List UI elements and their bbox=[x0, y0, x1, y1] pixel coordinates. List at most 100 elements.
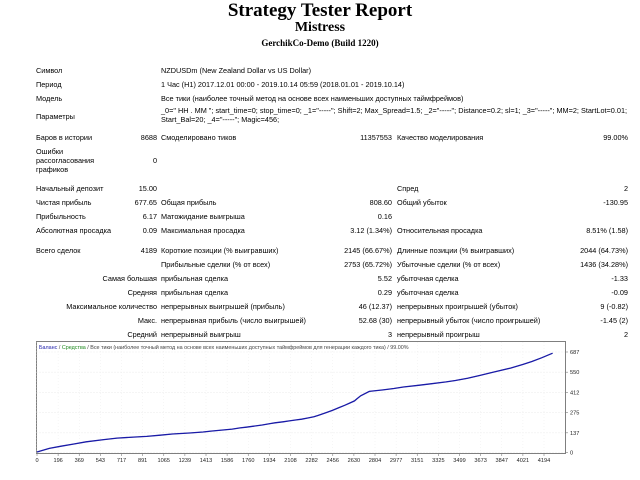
spread-value: 2 bbox=[623, 184, 628, 193]
x-tick-label: 2630 bbox=[348, 458, 360, 464]
rel-dd-value: 8.51% (1.58) bbox=[586, 226, 628, 235]
x-tick-label: 1065 bbox=[158, 458, 170, 464]
ticks-label: Смоделировано тиков bbox=[161, 133, 237, 142]
loss-trades-label: Убыточные сделки (% от всех) bbox=[397, 260, 501, 269]
gross-loss-value: -130.95 bbox=[603, 198, 628, 207]
gross-profit-label: Общая прибыль bbox=[161, 198, 217, 207]
x-tick-label: 891 bbox=[138, 458, 147, 464]
balance-line bbox=[36, 352, 553, 453]
maxi-label: Макс. bbox=[137, 316, 157, 325]
x-tick-label: 2108 bbox=[284, 458, 296, 464]
balance-chart-svg: Баланс / Средства / Все тики (наиболее т… bbox=[35, 341, 579, 464]
bars-label: Баров в истории bbox=[36, 133, 93, 142]
svg-text:Баланс / Средства / Все тики (: Баланс / Средства / Все тики (наиболее т… bbox=[39, 344, 409, 351]
x-tick-label: 3673 bbox=[474, 458, 486, 464]
x-tick-label: 1239 bbox=[179, 458, 191, 464]
x-tick-label: 2282 bbox=[305, 458, 317, 464]
quality-label: Качество моделирования bbox=[397, 133, 484, 142]
total-value: 4189 bbox=[140, 246, 157, 255]
short-label: Короткие позиции (% выигравших) bbox=[161, 246, 279, 255]
y-tick-label: 137 bbox=[570, 431, 579, 437]
symbol-value: NZDUSDm (New Zealand Dollar vs US Dollar… bbox=[161, 66, 312, 75]
period-label: Период bbox=[36, 80, 62, 89]
maxi-loss-label: непрерывный убыток (число проигрышей) bbox=[397, 316, 541, 325]
largest-label: Самая большая bbox=[102, 274, 157, 283]
net-label: Чистая прибыль bbox=[36, 198, 92, 207]
gross-loss-label: Общий убыток bbox=[397, 198, 447, 207]
y-tick-label: 412 bbox=[570, 390, 579, 396]
average-loss-value: -0.09 bbox=[611, 288, 628, 297]
avg-losses-label: непрерывный проигрыш bbox=[397, 330, 480, 339]
loss-trades-value: 1436 (34.28%) bbox=[580, 260, 628, 269]
deposit-value: 15.00 bbox=[138, 184, 157, 193]
chart-y-axis: 687 550 412 275 137 0 bbox=[565, 350, 579, 457]
legend-balance: Баланс bbox=[39, 345, 58, 351]
rel-dd-label: Относительная просадка bbox=[397, 226, 483, 235]
x-tick-label: 2977 bbox=[390, 458, 402, 464]
report-build: GerchikCo-Demo (Build 1220) bbox=[261, 38, 379, 48]
expect-value: 0.16 bbox=[377, 212, 392, 221]
x-tick-label: 543 bbox=[96, 458, 105, 464]
abs-dd-value: 0.09 bbox=[142, 226, 157, 235]
average-profit-label: прибыльная сделка bbox=[161, 288, 229, 297]
chart-grid bbox=[36, 342, 565, 453]
avg-wins-value: 3 bbox=[387, 330, 392, 339]
largest-profit-label: прибыльная сделка bbox=[161, 274, 229, 283]
deposit-label: Начальный депозит bbox=[36, 184, 104, 193]
symbol-label: Символ bbox=[36, 66, 63, 75]
model-value: Все тики (наиболее точный метод на основ… bbox=[161, 94, 464, 103]
x-tick-label: 369 bbox=[75, 458, 84, 464]
x-tick-label: 3499 bbox=[453, 458, 465, 464]
x-tick-label: 0 bbox=[35, 458, 38, 464]
spread-label: Спред bbox=[397, 184, 419, 193]
max-dd-value: 3.12 (1.34%) bbox=[350, 226, 392, 235]
x-tick-label: 2804 bbox=[369, 458, 381, 464]
model-label: Модель bbox=[36, 94, 63, 103]
largest-loss-value: -1.33 bbox=[611, 274, 628, 283]
legend-sep: / bbox=[57, 345, 62, 351]
errors-label: Ошибки рассогласования графиков bbox=[36, 147, 95, 174]
x-tick-label: 1586 bbox=[221, 458, 233, 464]
max-label: Максимальное количество bbox=[66, 302, 157, 311]
max-dd-label: Максимальная просадка bbox=[161, 226, 245, 235]
profit-trades-label: Прибыльные сделки (% от всех) bbox=[161, 260, 271, 269]
period-value: 1 Час (H1) 2017.12.01 00:00 - 2019.10.14… bbox=[161, 80, 405, 89]
legend-equity: Средства bbox=[62, 345, 86, 351]
x-tick-label: 1934 bbox=[263, 458, 275, 464]
maxi-profit-value: 52.68 (30) bbox=[358, 316, 392, 325]
x-tick-label: 4021 bbox=[517, 458, 529, 464]
params-value: _0=" HH . MM "; start_time=0; stop_time=… bbox=[161, 106, 628, 124]
chart-frame bbox=[36, 341, 566, 454]
pf-label: Прибыльность bbox=[36, 212, 86, 221]
y-tick-label: 687 bbox=[570, 350, 579, 356]
largest-profit-value: 5.52 bbox=[377, 274, 392, 283]
x-tick-label: 3847 bbox=[496, 458, 508, 464]
maxi-loss-value: -1.45 (2) bbox=[600, 316, 628, 325]
avg-label: Средний bbox=[127, 330, 157, 339]
x-tick-label: 1760 bbox=[242, 458, 254, 464]
short-value: 2145 (66.67%) bbox=[344, 246, 392, 255]
x-tick-label: 3325 bbox=[432, 458, 444, 464]
avg-losses-value: 2 bbox=[623, 330, 628, 339]
chart-x-axis: 0 196 369 543 717 891 1065 1239 1413 1586 1760 1934… bbox=[35, 453, 550, 464]
long-value: 2044 (64.73%) bbox=[580, 246, 628, 255]
report-subtitle: Mistress bbox=[294, 20, 346, 35]
y-tick-label: 0 bbox=[570, 451, 573, 457]
pf-value: 6.17 bbox=[142, 212, 157, 221]
x-tick-label: 3151 bbox=[411, 458, 423, 464]
maxi-profit-label: непрерывная прибыль (число выигрышей) bbox=[161, 316, 306, 325]
max-wins-value: 46 (12.37) bbox=[358, 302, 392, 311]
legend-rest: / Все тики (наиболее точный метод на осн… bbox=[86, 344, 409, 351]
max-wins-label: непрерывных выигрышей (прибыль) bbox=[161, 302, 285, 311]
params-label: Параметры bbox=[36, 112, 75, 121]
avg-wins-label: непрерывный выигрыш bbox=[161, 330, 241, 339]
bars-value: 8688 bbox=[140, 133, 157, 142]
average-profit-value: 0.29 bbox=[377, 288, 392, 297]
ticks-value: 11357553 bbox=[360, 133, 392, 142]
max-losses-value: 9 (-0.82) bbox=[600, 302, 628, 311]
average-label: Средняя bbox=[127, 288, 157, 297]
expect-label: Матожидание выигрыша bbox=[161, 212, 245, 221]
balance-chart: Баланс / Средства / Все тики (наиболее т… bbox=[35, 341, 628, 464]
y-tick-label: 275 bbox=[570, 411, 579, 417]
x-tick-label: 2456 bbox=[327, 458, 339, 464]
